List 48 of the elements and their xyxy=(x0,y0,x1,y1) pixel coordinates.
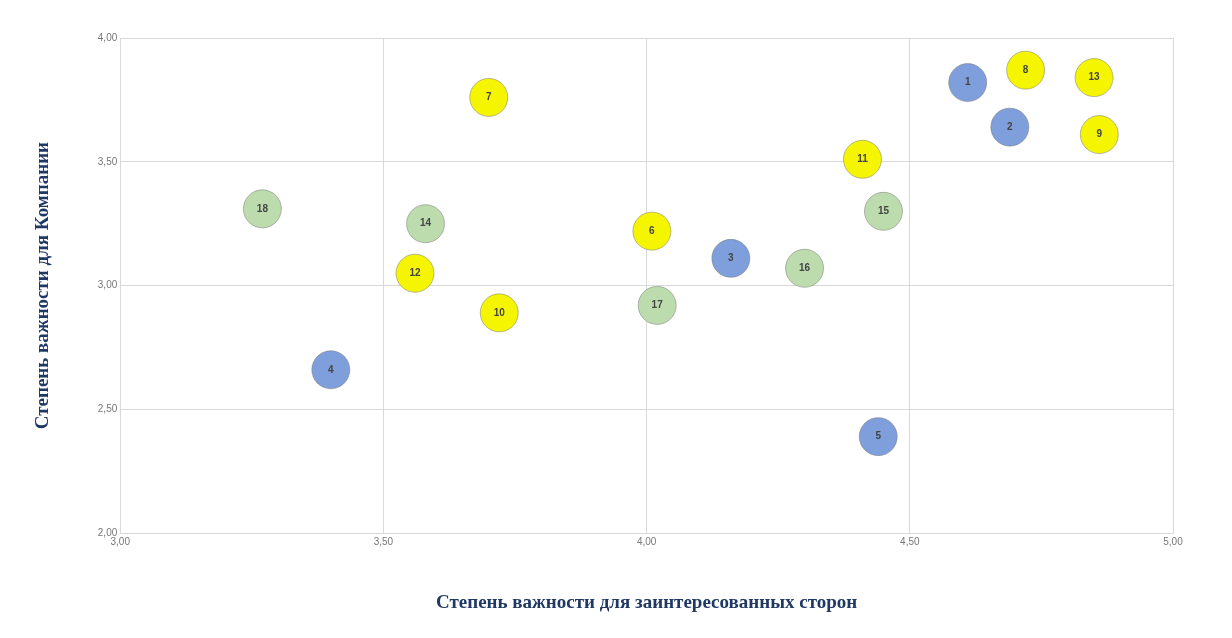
annotation: 13 xyxy=(1088,71,1101,83)
annotation: 17 xyxy=(651,299,664,311)
x-axis-title: Степень важности для заинтересованных сторон xyxy=(435,590,858,612)
annotation: 8 xyxy=(1022,63,1029,75)
annotation: 10 xyxy=(493,306,506,318)
x-tick-label: 5,00 xyxy=(1163,535,1184,547)
annotation: 11 xyxy=(857,153,869,165)
point xyxy=(469,77,509,117)
point xyxy=(311,350,351,390)
x-tick-label: 4,00 xyxy=(636,535,657,547)
annotation: 1 xyxy=(964,76,971,88)
point xyxy=(406,204,446,244)
point xyxy=(395,253,435,293)
annotation: 7 xyxy=(485,91,492,103)
annotation: 15 xyxy=(877,205,890,217)
annotation: 16 xyxy=(798,262,811,274)
annotation: 2 xyxy=(1007,120,1014,132)
point xyxy=(990,107,1030,147)
x-tick-label: 3,00 xyxy=(110,535,131,547)
annotation: 14 xyxy=(419,217,432,229)
y-tick-label: 3,00 xyxy=(97,279,118,291)
point xyxy=(637,285,677,325)
point xyxy=(785,248,825,288)
point xyxy=(632,211,672,251)
annotation: 12 xyxy=(409,266,422,278)
annotation: 9 xyxy=(1096,128,1103,140)
point xyxy=(1079,115,1119,155)
x-tick-label: 4,50 xyxy=(900,535,920,547)
point xyxy=(1074,58,1114,98)
point xyxy=(242,189,282,229)
annotation: 6 xyxy=(649,224,656,236)
point xyxy=(858,417,898,457)
y-tick-label: 3,50 xyxy=(97,155,118,167)
point xyxy=(711,238,751,278)
point xyxy=(1006,50,1046,90)
y-tick-label: 2,00 xyxy=(97,526,118,538)
y-axis-title: Степень важности для Компании xyxy=(31,141,53,430)
x-tick-label: 3,50 xyxy=(373,535,394,547)
y-tick-label: 2,50 xyxy=(97,403,118,415)
annotation: 5 xyxy=(875,430,882,442)
point xyxy=(864,191,903,231)
y-tick-label: 4,00 xyxy=(97,31,118,43)
annotation: 18 xyxy=(256,202,269,214)
annotation: 3 xyxy=(728,252,735,264)
point xyxy=(479,293,519,333)
point xyxy=(948,63,988,103)
annotation: 4 xyxy=(328,363,335,375)
point xyxy=(842,139,882,179)
